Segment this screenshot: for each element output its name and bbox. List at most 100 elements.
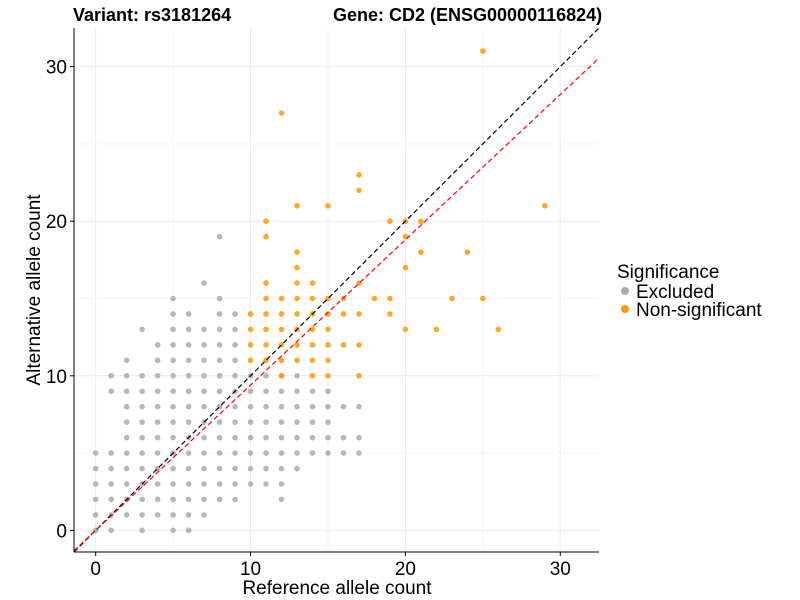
point-non-significant — [340, 311, 347, 317]
point-excluded — [216, 311, 223, 317]
plot-grid — [74, 28, 599, 552]
point-excluded — [278, 465, 285, 472]
point-excluded — [170, 465, 176, 472]
legend-title: Significance — [617, 262, 719, 283]
point-non-significant — [495, 326, 502, 333]
point-excluded — [185, 403, 192, 410]
data-points — [92, 48, 548, 534]
point-excluded — [201, 326, 207, 333]
point-non-significant — [371, 295, 378, 302]
point-excluded — [232, 372, 238, 379]
point-excluded — [216, 357, 223, 364]
point-excluded — [154, 342, 161, 348]
point-excluded — [92, 496, 99, 503]
point-non-significant — [309, 280, 316, 286]
point-excluded — [170, 434, 176, 441]
point-excluded — [92, 450, 99, 456]
point-excluded — [185, 450, 192, 456]
point-excluded — [201, 280, 207, 286]
point-excluded — [185, 496, 192, 503]
point-excluded — [154, 434, 161, 441]
point-excluded — [123, 434, 130, 441]
point-non-significant — [278, 326, 285, 333]
point-excluded — [278, 403, 285, 410]
point-excluded — [139, 372, 145, 379]
point-non-significant — [278, 110, 285, 116]
point-non-significant — [402, 264, 409, 271]
point-excluded — [108, 496, 114, 503]
y-axis-label: Alternative allele count — [24, 194, 45, 386]
point-excluded — [294, 419, 300, 425]
point-excluded — [139, 450, 145, 456]
point-non-significant — [480, 295, 486, 302]
reference-line-fit — [74, 57, 599, 552]
point-excluded — [185, 481, 192, 487]
point-excluded — [201, 512, 207, 518]
point-excluded — [278, 419, 285, 425]
point-non-significant — [356, 187, 362, 194]
point-excluded — [294, 450, 300, 456]
point-non-significant — [294, 295, 300, 302]
point-excluded — [309, 434, 316, 441]
point-excluded — [185, 311, 192, 317]
point-non-significant — [449, 295, 455, 302]
point-excluded — [247, 450, 254, 456]
point-non-significant — [278, 372, 285, 379]
point-excluded — [139, 496, 145, 503]
point-excluded — [170, 295, 176, 302]
point-non-significant — [278, 311, 285, 317]
point-non-significant — [247, 357, 254, 364]
point-excluded — [201, 481, 207, 487]
point-excluded — [325, 403, 331, 410]
legend: Significance Excluded Non-significant — [617, 262, 762, 321]
y-tick-label: 10 — [46, 367, 67, 388]
point-non-significant — [325, 311, 331, 317]
point-non-significant — [356, 172, 362, 178]
point-excluded — [170, 496, 176, 503]
point-excluded — [216, 450, 223, 456]
point-non-significant — [418, 218, 424, 225]
point-non-significant — [263, 342, 269, 348]
point-excluded — [139, 388, 145, 395]
x-tick-label: 30 — [550, 559, 571, 580]
point-excluded — [263, 481, 269, 487]
legend-swatch-excluded — [621, 287, 629, 295]
point-excluded — [263, 450, 269, 456]
point-excluded — [185, 465, 192, 472]
point-excluded — [185, 512, 192, 518]
point-excluded — [232, 403, 238, 410]
point-excluded — [356, 434, 362, 441]
point-excluded — [340, 403, 347, 410]
point-non-significant — [294, 249, 300, 255]
plot-axes — [73, 28, 599, 553]
point-excluded — [216, 434, 223, 441]
point-non-significant — [263, 295, 269, 302]
point-excluded — [185, 419, 192, 425]
x-axis-label: Reference allele count — [242, 578, 432, 599]
point-excluded — [216, 496, 223, 503]
point-excluded — [185, 372, 192, 379]
point-excluded — [201, 357, 207, 364]
point-excluded — [216, 388, 223, 395]
point-excluded — [139, 419, 145, 425]
legend-swatch-non-significant — [621, 305, 629, 313]
point-non-significant — [356, 342, 362, 348]
point-non-significant — [356, 372, 362, 379]
point-excluded — [123, 388, 130, 395]
point-excluded — [170, 342, 176, 348]
point-excluded — [232, 465, 238, 472]
point-excluded — [325, 434, 331, 441]
point-excluded — [92, 465, 99, 472]
point-excluded — [232, 342, 238, 348]
chart-title-gene: Gene: CD2 (ENSG00000116824) — [333, 5, 602, 25]
point-excluded — [201, 372, 207, 379]
point-non-significant — [402, 326, 409, 333]
point-excluded — [154, 419, 161, 425]
point-excluded — [294, 465, 300, 472]
point-non-significant — [294, 311, 300, 317]
point-excluded — [185, 527, 192, 534]
point-excluded — [139, 527, 145, 534]
point-excluded — [247, 465, 254, 472]
point-excluded — [185, 326, 192, 333]
point-excluded — [201, 434, 207, 441]
